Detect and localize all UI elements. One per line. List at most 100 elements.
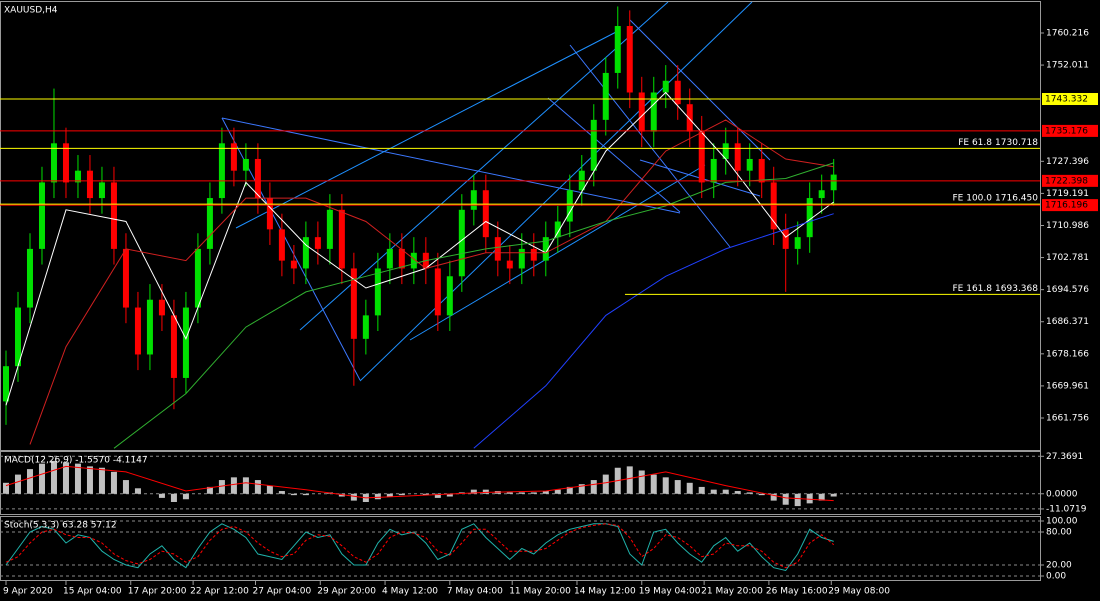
y-tick-label: 1702.781 — [1046, 253, 1089, 263]
candle-body — [554, 221, 561, 238]
candle-body — [290, 260, 297, 269]
candle-body — [518, 248, 525, 269]
candle-body — [686, 104, 693, 132]
x-tick-label: 15 Apr 04:00 — [63, 587, 122, 597]
candle-body — [410, 252, 417, 269]
candle-body — [26, 248, 33, 308]
macd-bar — [626, 466, 633, 494]
macd-bar — [374, 493, 381, 500]
y-tick-label: 1727.396 — [1046, 157, 1089, 167]
macd-bar — [566, 486, 573, 494]
y-tick-label: 20.00 — [1046, 560, 1072, 570]
candle-body — [374, 268, 381, 316]
macd-bar — [506, 492, 513, 494]
macd-bar — [338, 493, 345, 497]
macd-bar — [386, 493, 393, 497]
macd-bar — [134, 488, 141, 494]
macd-bar — [266, 485, 273, 494]
macd-bar — [50, 460, 57, 494]
y-tick-label: 0.00 — [1046, 571, 1066, 581]
channel-line — [235, 29, 621, 229]
macd-bar — [278, 491, 285, 494]
candle-body — [362, 315, 369, 339]
y-tick-label: 1686.371 — [1046, 317, 1089, 327]
candle-body — [182, 307, 189, 378]
macd-bar — [206, 486, 213, 494]
macd-bar — [62, 462, 69, 494]
macd-bar — [650, 474, 657, 494]
macd-bar — [422, 493, 429, 496]
macd-bar — [770, 493, 777, 501]
candle-body — [158, 299, 165, 316]
macd-bar — [254, 480, 261, 494]
macd-bar — [302, 493, 309, 496]
main-frame — [0, 1, 1041, 451]
candle-body — [266, 198, 273, 230]
candle-body — [698, 131, 705, 183]
x-tick-label: 21 May 20:00 — [701, 587, 763, 597]
candle-body — [74, 170, 81, 183]
candle-body — [650, 92, 657, 132]
macd-bar — [746, 492, 753, 494]
candle-body — [230, 143, 237, 171]
candle-body — [314, 237, 321, 249]
x-tick-label: 7 May 04:00 — [447, 587, 503, 597]
macd-bar — [698, 486, 705, 494]
macd-bar — [218, 480, 225, 494]
candle-body — [434, 268, 441, 316]
price-marker — [1042, 124, 1098, 137]
x-tick-label: 22 Apr 12:00 — [190, 587, 249, 597]
candle-body — [626, 26, 633, 93]
stoch-frame — [0, 516, 1041, 581]
candle-body — [386, 248, 393, 269]
level-label: FE 61.8 — [958, 138, 992, 148]
x-tick-label: 14 May 12:00 — [574, 587, 636, 597]
candle-body — [794, 237, 801, 249]
candle-body — [134, 307, 141, 355]
macd-bar — [158, 493, 165, 498]
candle-body — [482, 190, 489, 238]
channel-line — [299, 1, 669, 331]
x-tick-label: 27 Apr 04:00 — [253, 587, 312, 597]
macd-bar — [530, 492, 537, 494]
pitchfork-line — [569, 44, 731, 248]
x-tick-label: 11 May 20:00 — [509, 587, 571, 597]
price-marker — [1042, 93, 1098, 106]
candle-body — [614, 26, 621, 73]
candle-body — [566, 190, 573, 222]
level-value: 1693.368 — [995, 284, 1038, 294]
macd-bar — [230, 477, 237, 494]
x-tick-label: 29 Apr 20:00 — [317, 587, 376, 597]
candle-body — [818, 190, 825, 199]
x-tick-label: 19 May 04:00 — [639, 587, 701, 597]
indicator-line — [5, 465, 834, 502]
y-tick-label: 1710.986 — [1046, 221, 1089, 231]
candle-body — [494, 237, 501, 261]
candle-body — [770, 182, 777, 230]
pitchfork-line — [547, 97, 681, 213]
candle-body — [470, 190, 477, 210]
y-tick-label: 1760.216 — [1046, 28, 1089, 38]
pitchfork-line — [629, 19, 771, 161]
candle-body — [278, 229, 285, 261]
macd-bar — [482, 489, 489, 494]
candle-body — [398, 248, 405, 269]
macd-bar — [758, 493, 765, 496]
macd-bar — [434, 493, 441, 498]
macd-bar — [722, 489, 729, 494]
level-label: FE 161.8 — [953, 284, 993, 294]
candle-body — [14, 307, 21, 367]
indicator-line — [5, 523, 835, 569]
macd-bar — [98, 467, 105, 494]
macd-bar — [122, 480, 129, 494]
candle-body — [302, 237, 309, 269]
macd-bar — [2, 482, 9, 494]
macd-bar — [686, 482, 693, 494]
macd-bar — [554, 489, 561, 494]
y-tick-label: 0.0000 — [1046, 489, 1078, 499]
candle-body — [122, 248, 129, 308]
candle-body — [446, 276, 453, 316]
candle-body — [830, 174, 837, 191]
